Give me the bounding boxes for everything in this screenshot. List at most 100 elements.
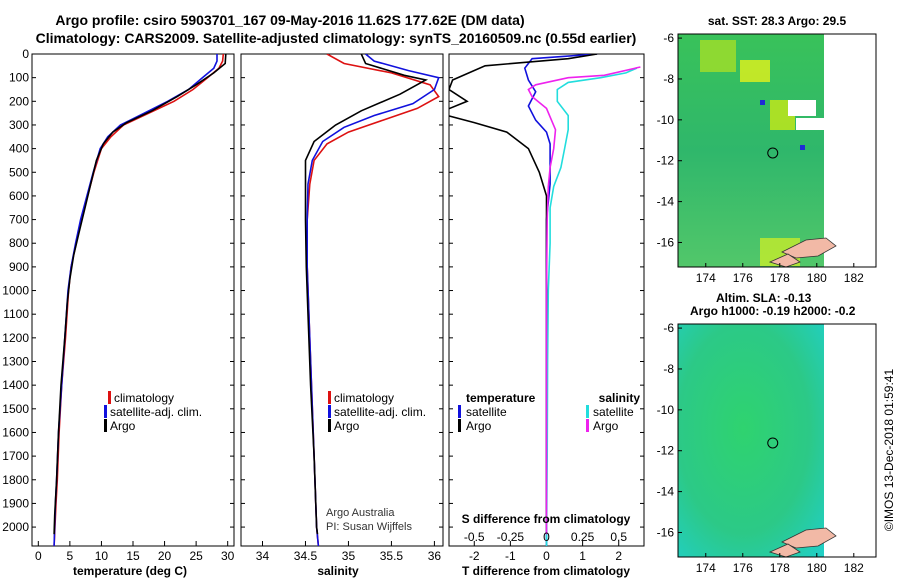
series-line-satellite-adj-clim- (53, 54, 218, 546)
legend-marker-climatology (108, 391, 111, 404)
map-x-tick-label: 178 (770, 271, 790, 285)
difference-curves (449, 54, 641, 546)
temperature-panel: 0100200300400500600700800900100011001200… (2, 47, 234, 578)
t-difference-x-label: T difference from climatology (462, 564, 630, 578)
island-outline (768, 253, 801, 268)
legend-label-temp-argo: Argo (466, 419, 492, 433)
x-tick-label: 34 (256, 549, 270, 563)
series-line-temperature-argo (449, 54, 598, 535)
sst-cloud-gap (788, 100, 816, 116)
difference-legend: temperature satellite Argo salinity sate… (458, 391, 640, 433)
x-tick-label: -2 (469, 549, 480, 563)
x-tick-label: 20 (158, 549, 172, 563)
argo-location-marker (767, 147, 779, 159)
depth-tick-label: 500 (9, 165, 29, 179)
legend-marker-satellite (104, 405, 107, 418)
x-tick-label: 0 (35, 549, 42, 563)
sla-map-title-1: Altim. SLA: -0.13 (716, 291, 812, 305)
pi-note: PI: Susan Wijffels (326, 521, 412, 533)
depth-tick-label: 300 (9, 118, 29, 132)
map-x-tick-label: 180 (807, 561, 827, 575)
depth-tick-label: 1700 (2, 449, 29, 463)
depth-tick-label: 1200 (2, 331, 29, 345)
map-x-tick-label: 174 (696, 271, 716, 285)
x-tick-label: 10 (95, 549, 109, 563)
salinity-curves (304, 54, 440, 546)
map-x-tick-label: 182 (844, 271, 864, 285)
legend-title-temperature: temperature (466, 391, 536, 405)
legend-marker-sal-satellite (586, 405, 589, 418)
x-tick-label: 1 (579, 549, 586, 563)
series-line-satellite-adj-clim- (306, 54, 440, 546)
depth-tick-label: 1900 (2, 496, 29, 510)
salinity-x-ticks: 34 34.5 35 35.5 36 (241, 53, 443, 563)
series-line-argo (304, 54, 429, 535)
sst-map: sat. SST: 28.3 Argo: 29.5 174 176 178 180 18… (657, 14, 877, 285)
series-line-climatology (53, 54, 225, 546)
map-y-tick-label: -8 (663, 362, 674, 376)
depth-tick-label: 1500 (2, 402, 29, 416)
sst-cloud-gap (796, 118, 824, 130)
x-tick-label: 35.5 (380, 549, 404, 563)
legend-marker-argo (104, 419, 107, 432)
map-y-tick-label: -12 (657, 444, 675, 458)
depth-tick-label: 1600 (2, 425, 29, 439)
temperature-curves (53, 54, 227, 546)
s-difference-ticks: -0.5 -0.25 0 0.25 0.5 (464, 530, 627, 544)
sla-map-title-2: Argo h1000: -0.19 h2000: -0.2 (690, 304, 856, 318)
title-line-2: Climatology: CARS2009. Satellite-adjuste… (36, 30, 637, 46)
s-tick-label: 0 (543, 530, 550, 544)
temperature-legend: climatology satellite-adj. clim. Argo (104, 391, 202, 433)
legend-marker-temp-argo (458, 419, 461, 432)
map-y-tick-label: -10 (657, 403, 675, 417)
x-tick-label: -1 (505, 549, 516, 563)
map-x-tick-label: 178 (770, 561, 790, 575)
s-tick-label: 0.25 (571, 530, 595, 544)
sla-map-frame (677, 323, 877, 558)
depth-tick-label: 0 (22, 47, 29, 61)
legend-label-climatology: climatology (114, 391, 174, 405)
map-y-tick-label: -8 (663, 72, 674, 86)
salinity-x-label: salinity (317, 564, 359, 578)
s-tick-label: -0.5 (464, 530, 485, 544)
legend-label-climatology: climatology (334, 391, 394, 405)
s-tick-label: -0.25 (497, 530, 525, 544)
imos-stamp: ©IMOS 13-Dec-2018 01:59:41 (882, 369, 896, 532)
depth-tick-label: 1400 (2, 378, 29, 392)
legend-label-argo: Argo (334, 419, 360, 433)
temperature-x-ticks: 0 5 10 15 20 25 30 (32, 53, 235, 563)
sst-cold-pixel (760, 100, 765, 105)
depth-tick-label: 900 (9, 260, 29, 274)
map-x-tick-label: 180 (807, 271, 827, 285)
sla-field (678, 324, 824, 557)
legend-label-satellite: satellite-adj. clim. (110, 405, 202, 419)
depth-tick-label: 600 (9, 189, 29, 203)
map-y-tick-label: -12 (657, 154, 675, 168)
map-y-tick-label: -14 (657, 485, 675, 499)
legend-title-salinity: salinity (599, 391, 641, 405)
map-y-tick-label: -14 (657, 195, 675, 209)
temperature-panel-frame (31, 53, 235, 547)
depth-tick-label: 700 (9, 213, 29, 227)
x-tick-label: 25 (189, 549, 203, 563)
sst-warm-patch (700, 40, 736, 72)
legend-marker-argo (328, 419, 331, 432)
sst-cold-pixel (800, 145, 805, 150)
difference-panel: -2 -1 0 1 2 temperature satellite Argo salin… (448, 53, 645, 578)
depth-tick-label: 200 (9, 94, 29, 108)
legend-marker-temp-satellite (458, 405, 461, 418)
title-line-1: Argo profile: csiro 5903701_167 09-May-2… (55, 12, 524, 28)
s-tick-label: 0.5 (610, 530, 627, 544)
x-tick-label: 0 (543, 549, 550, 563)
argo-australia-note: Argo Australia (326, 507, 395, 519)
map-x-tick-label: 174 (696, 561, 716, 575)
x-tick-label: 34.5 (294, 549, 318, 563)
map-y-tick-label: -6 (663, 31, 674, 45)
salinity-legend: climatology satellite-adj. clim. Argo (328, 391, 426, 433)
map-y-tick-label: -16 (657, 525, 675, 539)
series-line-argo (53, 54, 227, 535)
map-y-tick-label: -6 (663, 321, 674, 335)
depth-tick-label: 1800 (2, 473, 29, 487)
sst-map-frame (677, 33, 877, 268)
